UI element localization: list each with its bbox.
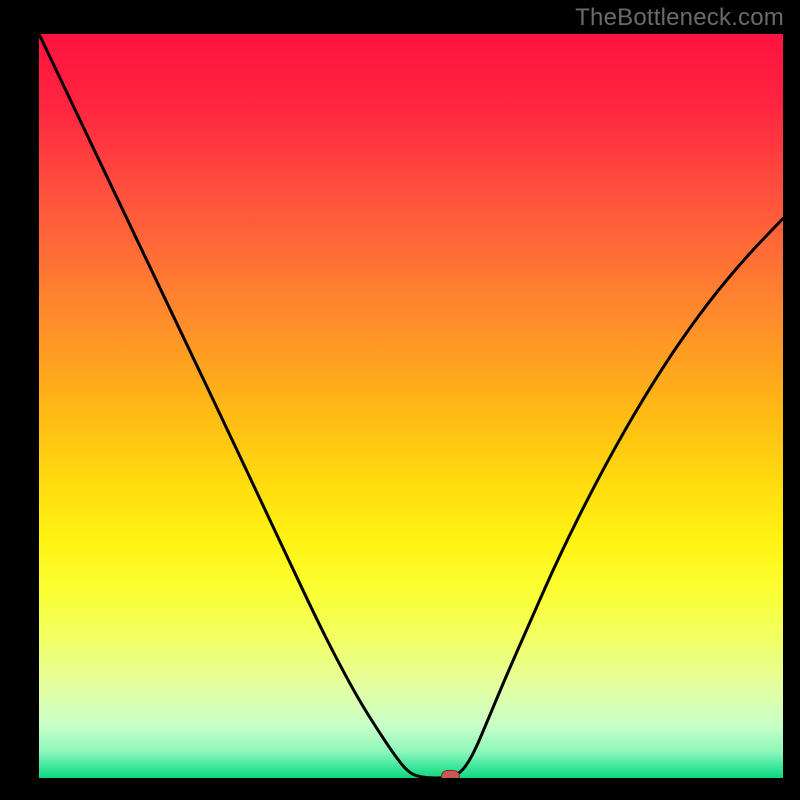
optimal-point-marker [441,771,459,778]
watermark-text: TheBottleneck.com [575,4,784,32]
plot-svg [39,34,783,778]
plot-area [39,34,783,778]
gradient-background [39,34,783,778]
chart-root: { "watermark": { "text": "TheBottleneck.… [0,0,800,800]
